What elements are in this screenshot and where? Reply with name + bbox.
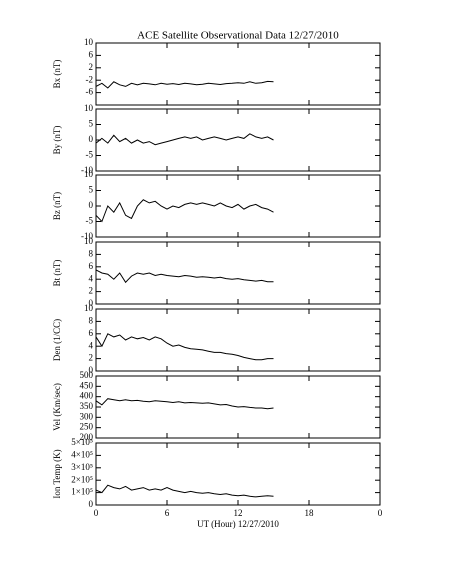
y-tick-label: 0 <box>89 200 94 210</box>
y-tick-label: 250 <box>80 422 94 432</box>
y-tick-label: 1×10⁵ <box>71 487 93 497</box>
x-axis-label: UT (Hour) 12/27/2010 <box>197 519 279 529</box>
y-tick-label: 0 <box>89 365 94 375</box>
y-tick-label: 10 <box>84 37 94 47</box>
y-tick-label: -10 <box>81 165 93 175</box>
x-tick-label: 6 <box>165 508 170 518</box>
y-axis-label: Bt (nT) <box>52 260 62 287</box>
y-tick-label: 4×10⁵ <box>71 449 93 459</box>
data-line <box>95 133 274 146</box>
y-tick-label: 300 <box>80 411 94 421</box>
y-tick-label: 6 <box>89 49 94 59</box>
y-tick-label: 500 <box>80 370 94 380</box>
panel-frame <box>95 108 381 172</box>
data-line <box>95 269 274 284</box>
y-tick-label: 2 <box>89 286 94 296</box>
panel-frame <box>95 174 381 238</box>
y-tick-label: 10 <box>84 236 94 246</box>
y-tick-label: 2 <box>89 353 94 363</box>
y-axis-label: Vel (Km/sec) <box>52 383 62 431</box>
y-axis-label: Ion Temp (K) <box>52 449 62 498</box>
y-tick-label: 6 <box>89 328 94 338</box>
panel-frame <box>95 42 381 106</box>
data-line <box>95 333 274 361</box>
y-tick-label: 5×10⁵ <box>71 437 93 447</box>
y-tick-label: 8 <box>89 315 94 325</box>
y-axis-label: Bz (nT) <box>52 192 62 220</box>
data-line <box>95 80 274 89</box>
data-line <box>95 398 274 410</box>
y-tick-label: 4 <box>89 340 94 350</box>
panel-frame <box>95 308 381 372</box>
chart-title: ACE Satellite Observational Data 12/27/2… <box>137 30 339 42</box>
y-tick-label: 200 <box>80 432 94 442</box>
y-tick-label: -10 <box>81 231 93 241</box>
y-tick-label: 2 <box>89 62 94 72</box>
y-tick-label: 2×10⁵ <box>71 474 93 484</box>
y-tick-label: -6 <box>86 87 94 97</box>
y-axis-label: Bx (nT) <box>52 60 62 89</box>
y-tick-label: -2 <box>86 74 94 84</box>
y-tick-label: 5 <box>89 185 94 195</box>
y-tick-label: 0 <box>89 134 94 144</box>
x-tick-label: 0 <box>378 508 383 518</box>
data-line <box>95 199 274 223</box>
y-tick-label: 350 <box>80 401 94 411</box>
y-tick-label: 5 <box>89 119 94 129</box>
y-tick-label: -5 <box>86 216 94 226</box>
y-tick-label: 8 <box>89 248 94 258</box>
x-tick-label: 18 <box>305 508 315 518</box>
y-tick-label: 10 <box>84 169 94 179</box>
y-axis-label: By (nT) <box>52 126 62 155</box>
y-tick-label: 10 <box>84 303 94 313</box>
y-tick-label: 450 <box>80 380 94 390</box>
y-tick-label: 0 <box>89 499 94 509</box>
y-tick-label: 4 <box>89 273 94 283</box>
y-tick-label: 3×10⁵ <box>71 462 93 472</box>
y-tick-label: 0 <box>89 298 94 308</box>
y-tick-label: 6 <box>89 261 94 271</box>
x-tick-label: 0 <box>94 508 99 518</box>
y-tick-label: 10 <box>84 103 94 113</box>
y-axis-label: Den (1/CC) <box>52 319 62 361</box>
y-tick-label: -5 <box>86 150 94 160</box>
data-line <box>95 484 274 498</box>
x-tick-label: 12 <box>234 508 243 518</box>
y-tick-label: 400 <box>80 391 94 401</box>
